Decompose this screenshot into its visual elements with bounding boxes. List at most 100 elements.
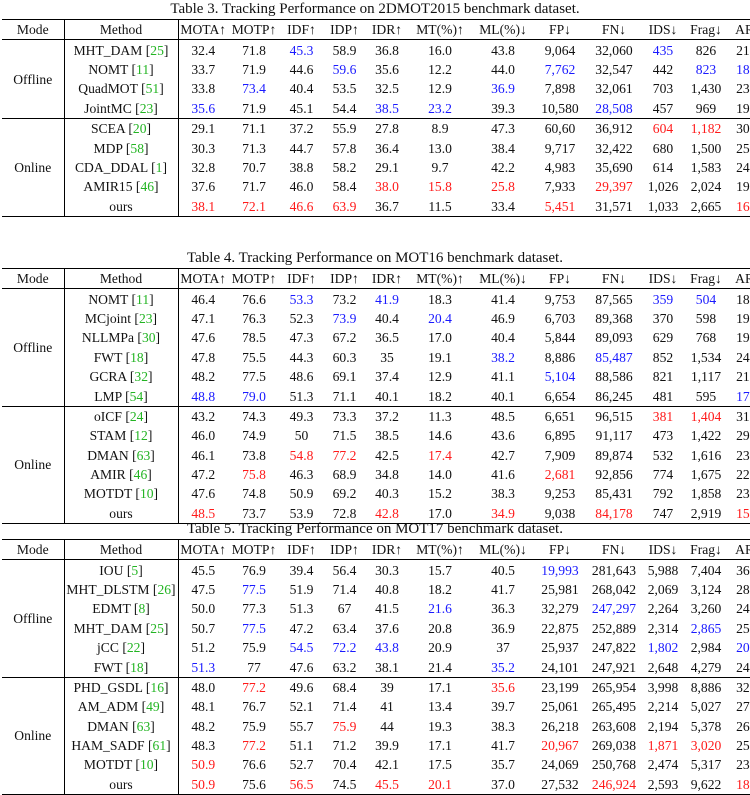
- method-cell: IOU [5]: [64, 559, 179, 580]
- metric-cell: 73.8: [242, 447, 266, 463]
- column-header: MT(%)↑: [416, 22, 464, 38]
- metric-cell: 71.8: [242, 42, 266, 58]
- metric-cell: 60.3: [332, 349, 357, 365]
- metric-cell: 6,651: [544, 408, 576, 424]
- metric-cell: 34.9: [491, 505, 515, 521]
- metric-cell: 435: [652, 42, 674, 58]
- header-row: Mode Method MOTA↑ MOTP↑ IDF↑ IDP↑ IDR↑ MT(%)↑ ML…: [2, 19, 750, 40]
- column-header: Method: [64, 19, 179, 40]
- header-row: Mode Method MOTA↑ MOTP↑ IDF↑ IDP↑ IDR↑ MT(%)↑ ML…: [2, 539, 750, 560]
- metric-cell: 442: [652, 61, 674, 77]
- table-block: Table 4. Tracking Performance on MOT16 b…: [0, 249, 750, 524]
- citation-ref: 63: [136, 718, 151, 734]
- metric-cell: 2,681: [544, 467, 576, 483]
- method-cell: MHT_DAM [25]: [64, 39, 179, 60]
- metric-cell: 370: [652, 310, 674, 326]
- method-cell: LMP [54]: [64, 386, 179, 407]
- method-name: ours: [109, 198, 133, 214]
- metric-cell: 2,593: [647, 776, 679, 792]
- metric-cell: 15.8: [428, 179, 452, 195]
- table-row: NLLMPa [30] 47.6 78.5 47.3 67.2 36.5 17.0 40.4 5…: [2, 328, 750, 348]
- metric-cell: 40.8: [375, 581, 399, 597]
- metric-cell: 71.9: [242, 61, 266, 77]
- metric-cell: 46.0: [191, 428, 216, 444]
- metric-cell: 43.8: [491, 42, 515, 58]
- metric-cell: 59.6: [332, 61, 357, 77]
- metric-cell: 1,422: [690, 428, 722, 444]
- method-name: CDA_DDAL: [74, 159, 148, 175]
- column-header: IDR↑: [371, 271, 403, 287]
- citation-ref: 25: [150, 620, 164, 636]
- metric-cell: 49.6: [289, 679, 314, 695]
- metric-cell: 28.8: [736, 581, 750, 597]
- metric-cell: 39.9: [375, 738, 399, 754]
- method-name: GCRA: [89, 369, 127, 385]
- metric-cell: 69.2: [332, 486, 357, 502]
- metric-cell: 24,101: [541, 659, 579, 675]
- table-row: jCC [22] 51.2 75.9 54.5 72.2 43.8 20.9 37 25,937…: [2, 637, 750, 658]
- metric-cell: 29.1: [191, 121, 216, 137]
- metric-cell: 40.4: [491, 330, 515, 346]
- metric-cell: 2,665: [690, 198, 722, 214]
- metric-cell: 73.4: [242, 81, 266, 97]
- metric-cell: 37: [496, 640, 510, 656]
- table-row: GCRA [32] 48.2 77.5 48.6 69.1 37.4 12.9 41.1 5,1…: [2, 366, 750, 387]
- method-name: STAM: [89, 428, 127, 444]
- column-header: FN↓: [601, 542, 627, 558]
- column-header: Mode: [2, 19, 65, 40]
- column-header: IDR↑: [371, 22, 403, 38]
- metric-cell: 77.2: [242, 738, 266, 754]
- metric-cell: 74.5: [332, 776, 357, 792]
- results-table: Mode Method MOTA↑ MOTP↑ IDF↑ IDP↑ IDR↑ MT(%)↑ ML…: [2, 268, 750, 524]
- metric-cell: 29,397: [595, 179, 633, 195]
- metric-cell: 47.3: [289, 330, 314, 346]
- citation-ref: 22: [126, 640, 141, 656]
- metric-cell: 5,988: [647, 562, 679, 578]
- metric-cell: 5,317: [690, 757, 722, 773]
- metric-cell: 70.4: [332, 757, 357, 773]
- metric-cell: 33.7: [191, 61, 216, 77]
- metric-cell: 250,768: [591, 757, 637, 773]
- metric-cell: 381: [652, 408, 674, 424]
- metric-cell: 21.7: [736, 42, 750, 58]
- metric-cell: 629: [652, 330, 674, 346]
- metric-cell: 7,762: [544, 61, 576, 77]
- method-cell: MHT_DLSTM [26]: [64, 579, 179, 600]
- metric-cell: 44: [380, 718, 394, 734]
- metric-cell: 75.8: [242, 467, 266, 483]
- method-name: DMAN: [87, 447, 129, 463]
- metric-cell: 247,822: [591, 640, 637, 656]
- citation-ref: 26: [157, 581, 172, 597]
- metric-cell: 29.1: [375, 159, 399, 175]
- metric-cell: 246,924: [591, 776, 637, 792]
- method-name: MHT_DAM: [73, 42, 143, 58]
- metric-cell: 12.9: [428, 369, 452, 385]
- metric-cell: 22,875: [541, 620, 579, 636]
- metric-cell: 2,919: [690, 505, 722, 521]
- metric-cell: 41.7: [491, 738, 515, 754]
- metric-cell: 1,117: [690, 369, 722, 385]
- metric-cell: 77.2: [242, 679, 266, 695]
- method-name: AMIR15: [83, 179, 133, 195]
- method-cell: MHT_DAM [25]: [64, 618, 179, 638]
- metric-cell: 38.1: [375, 659, 399, 675]
- metric-cell: 56.4: [332, 562, 357, 578]
- metric-cell: 55.7: [289, 718, 314, 734]
- metric-cell: 73.3: [332, 408, 357, 424]
- method-cell: QuadMOT [51]: [64, 79, 179, 99]
- metric-cell: 38.5: [375, 100, 399, 116]
- metric-cell: 44.3: [289, 349, 314, 365]
- metric-cell: 35: [380, 349, 394, 365]
- metric-cell: 72.2: [332, 640, 357, 656]
- method-cell: AM_ADM [49]: [64, 697, 179, 717]
- metric-cell: 17.8: [736, 388, 750, 404]
- method-cell: oICF [24]: [64, 406, 179, 427]
- metric-cell: 42.5: [375, 447, 399, 463]
- mode-group: Online oICF [24] 43.2 74.3 49.3 73.3 37.2 11.3 4…: [2, 406, 750, 524]
- table-row: STAM [12] 46.0 74.9 50 71.5 38.5 14.6 43.6 6,895…: [2, 426, 750, 446]
- metric-cell: 24.2: [736, 659, 750, 675]
- method-name: jCC: [97, 640, 119, 656]
- metric-cell: 16.0: [428, 42, 452, 58]
- metric-cell: 504: [695, 291, 717, 307]
- method-name: IOU: [99, 562, 124, 578]
